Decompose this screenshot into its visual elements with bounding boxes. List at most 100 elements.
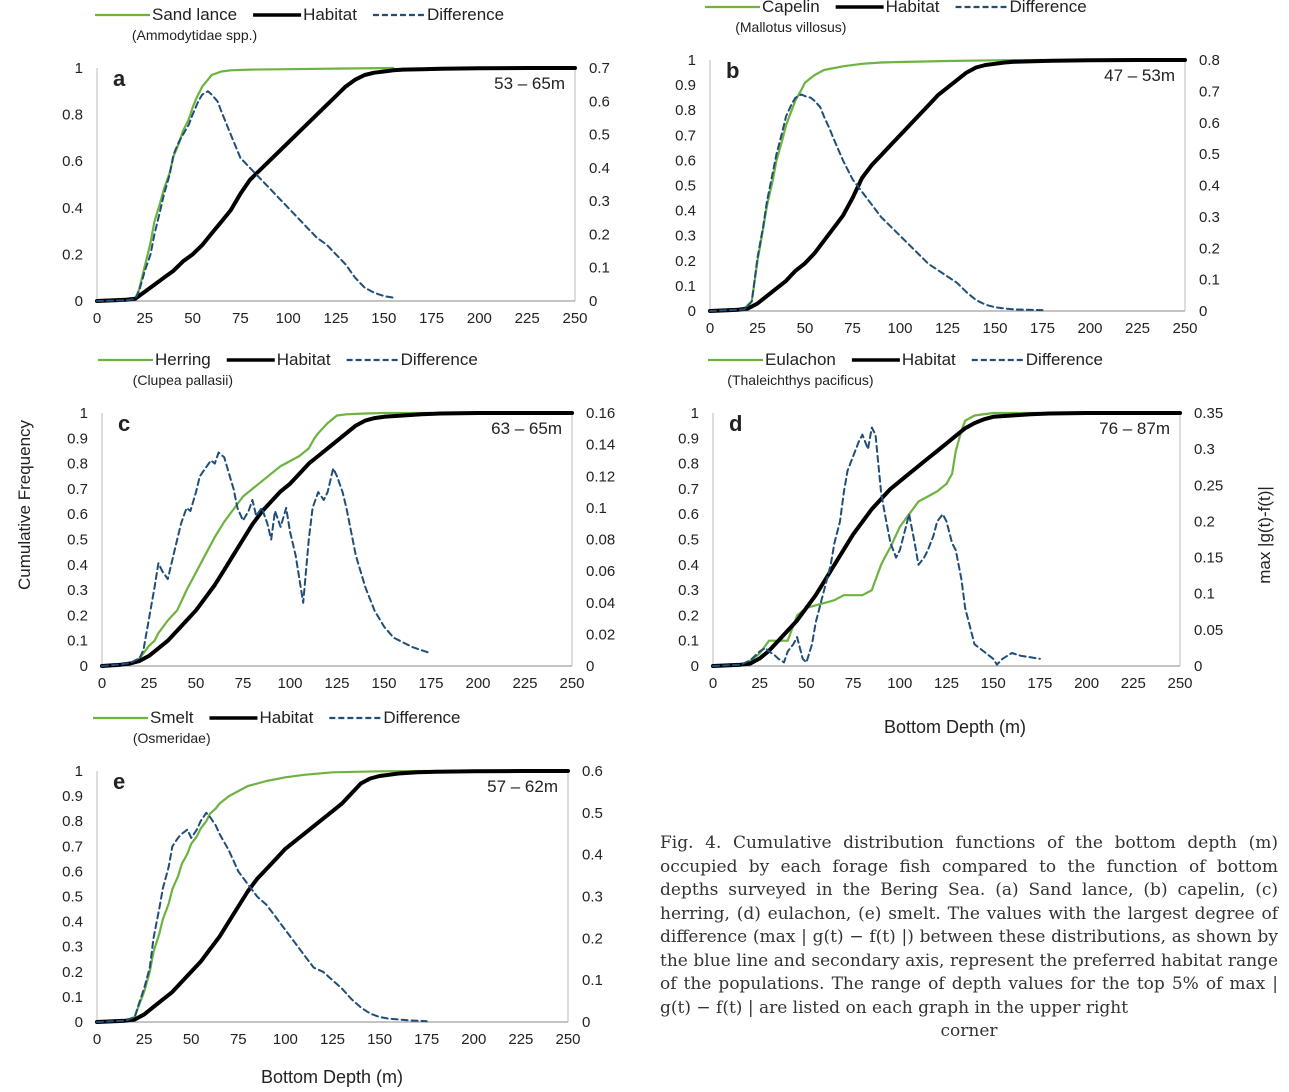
y2-tick-label: 0.06 xyxy=(586,563,615,580)
legend-label-difference: Difference xyxy=(401,350,478,369)
x-tick-label: 100 xyxy=(277,675,302,692)
y2-tick-label: 0.2 xyxy=(1199,240,1220,257)
y2-tick-label: 0.5 xyxy=(1199,146,1220,163)
x-tick-label: 225 xyxy=(515,310,540,327)
y-tick-label: 0.8 xyxy=(678,456,699,473)
legend-label-difference: Difference xyxy=(1010,0,1087,16)
x-tick-label: 100 xyxy=(273,1031,298,1048)
y2-tick-label: 0.8 xyxy=(1199,52,1220,69)
legend-label-habitat: Habitat xyxy=(259,708,313,727)
y2-tick-label: 0.4 xyxy=(1199,178,1220,195)
x-tick-label: 75 xyxy=(845,675,862,692)
legend-scientific-name: (Clupea pallasii) xyxy=(133,372,233,388)
y-tick-label: 0.5 xyxy=(67,532,88,549)
legend-scientific-name: (Osmeridae) xyxy=(133,730,211,746)
legend: Capelin (Mallotus villosus) Habitat Differe… xyxy=(705,0,1087,35)
x-tick-label: 175 xyxy=(418,675,443,692)
range-label: 47 – 53m xyxy=(1104,66,1175,85)
y-tick-label: 0.2 xyxy=(62,246,83,263)
x-tick-label: 125 xyxy=(323,310,348,327)
y-tick-label: 0.4 xyxy=(62,200,83,217)
y-tick-label: 0.9 xyxy=(67,430,88,447)
x-tick-label: 150 xyxy=(982,320,1007,337)
x-tick-label: 250 xyxy=(555,1031,580,1048)
y-tick-label: 0.7 xyxy=(678,481,699,498)
x-tick-label: 125 xyxy=(320,1031,345,1048)
x-tick-label: 125 xyxy=(934,675,959,692)
y-tick-label: 0.2 xyxy=(62,964,83,981)
y-tick-label: 1 xyxy=(80,405,88,422)
y2-tick-label: 0 xyxy=(582,1014,590,1031)
x-tick-label: 150 xyxy=(367,1031,392,1048)
y-tick-label: 0.6 xyxy=(67,506,88,523)
y-axis-label: Cumulative Frequency xyxy=(15,419,34,590)
figure-caption: Fig. 4. Cumulative distribution function… xyxy=(660,832,1278,1044)
y2-tick-label: 0.5 xyxy=(589,127,610,144)
y-tick-label: 0.8 xyxy=(62,107,83,124)
y2-tick-label: 0.14 xyxy=(586,437,615,454)
chart-panel-c: 0 25 50 75 100 125 150 175 200 225 25000.10.20.30.… xyxy=(67,350,615,692)
legend-scientific-name: (Mallotus villosus) xyxy=(735,19,846,35)
x-tick-label: 75 xyxy=(844,320,861,337)
y-tick-label: 0.5 xyxy=(678,532,699,549)
y2-tick-label: 0.1 xyxy=(582,972,603,989)
legend-scientific-name: (Thaleichthys pacificus) xyxy=(727,372,873,388)
series-line-difference xyxy=(96,90,395,302)
y-tick-label: 0.7 xyxy=(62,838,83,855)
x-tick-label: 25 xyxy=(141,675,158,692)
y-tick-label: 0 xyxy=(75,293,83,310)
y2-tick-label: 0.16 xyxy=(586,405,615,422)
y-tick-label: 0.8 xyxy=(67,456,88,473)
y-tick-label: 0.2 xyxy=(675,253,696,270)
y-tick-label: 0.6 xyxy=(62,863,83,880)
x-tick-label: 250 xyxy=(559,675,584,692)
caption-text: Fig. 4. Cumulative distribution function… xyxy=(660,833,1278,1018)
y-tick-label: 0.8 xyxy=(675,102,696,119)
caption-last-line: corner xyxy=(940,1021,998,1041)
series-line-habitat xyxy=(95,769,570,1024)
legend: Smelt (Osmeridae) Habitat Difference xyxy=(93,708,461,746)
y2-tick-label: 0.35 xyxy=(1194,405,1223,422)
x-axis-label-upper: Bottom Depth (m) xyxy=(884,717,1026,737)
x-tick-label: 250 xyxy=(1172,320,1197,337)
legend-label-habitat: Habitat xyxy=(303,5,357,24)
legend-label-difference: Difference xyxy=(1026,350,1103,369)
x-tick-label: 25 xyxy=(751,675,768,692)
y2-tick-label: 0.3 xyxy=(1194,441,1215,458)
chart-panel-a: 0 25 50 75 100 125 150 175 200 225 25000.20.40.60.… xyxy=(62,5,610,327)
x-tick-label: 200 xyxy=(461,1031,486,1048)
y-tick-label: 0.6 xyxy=(678,506,699,523)
x-tick-label: 0 xyxy=(93,1031,101,1048)
x-tick-label: 100 xyxy=(887,675,912,692)
legend-label-habitat: Habitat xyxy=(902,350,956,369)
y-tick-label: 0 xyxy=(691,658,699,675)
y2-tick-label: 0.6 xyxy=(582,763,603,780)
chart-panel-e: 0 25 50 75 100 125 150 175 200 225 25000.10.20.30.… xyxy=(62,708,603,1048)
y2-tick-label: 0.15 xyxy=(1194,550,1223,567)
y-tick-label: 0.6 xyxy=(675,152,696,169)
x-tick-label: 50 xyxy=(798,675,815,692)
series-line-species xyxy=(711,411,1041,668)
y-tick-label: 1 xyxy=(688,52,696,69)
y-tick-label: 0 xyxy=(75,1014,83,1031)
panel-letter: a xyxy=(113,66,126,91)
chart-panel-d: 0 25 50 75 100 125 150 175 200 225 25000.10.20.30.… xyxy=(678,350,1223,692)
y-tick-label: 0.7 xyxy=(675,127,696,144)
y-tick-label: 0.3 xyxy=(67,582,88,599)
x-tick-label: 225 xyxy=(508,1031,533,1048)
x-tick-label: 175 xyxy=(414,1031,439,1048)
x-tick-label: 0 xyxy=(709,675,717,692)
x-tick-label: 50 xyxy=(797,320,814,337)
x-tick-label: 175 xyxy=(419,310,444,327)
x-tick-label: 0 xyxy=(93,310,101,327)
x-tick-label: 0 xyxy=(706,320,714,337)
legend-label-habitat: Habitat xyxy=(886,0,940,16)
x-tick-label: 100 xyxy=(276,310,301,327)
y2-tick-label: 0.12 xyxy=(586,468,615,485)
x-tick-label: 0 xyxy=(98,675,106,692)
y-tick-label: 0 xyxy=(80,658,88,675)
y-tick-label: 0.6 xyxy=(62,153,83,170)
x-tick-label: 75 xyxy=(232,310,249,327)
y-tick-label: 0.2 xyxy=(678,607,699,624)
